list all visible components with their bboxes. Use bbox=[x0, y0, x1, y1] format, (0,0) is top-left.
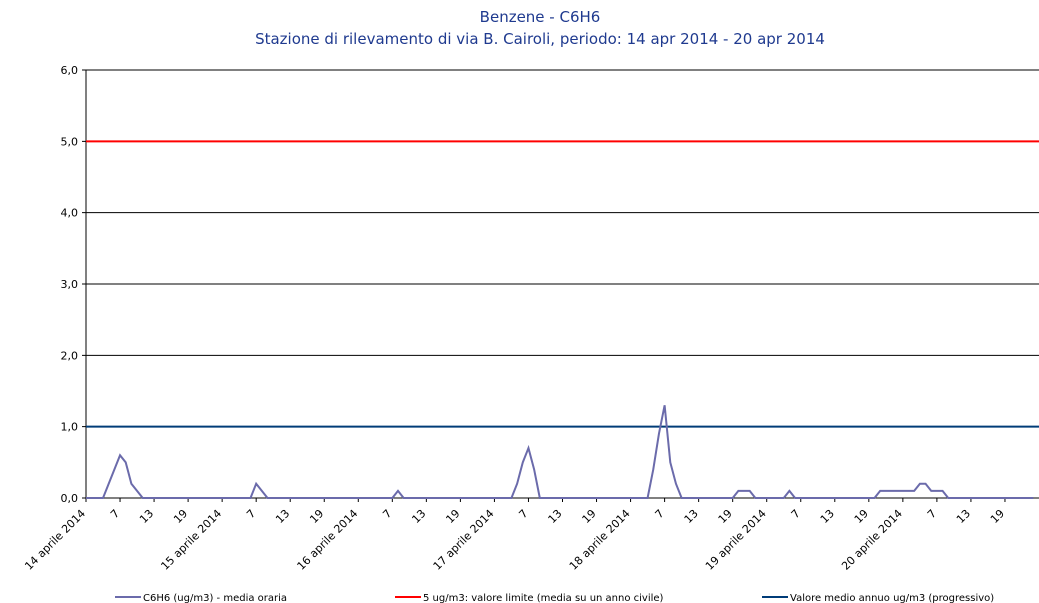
chart-subtitle: Stazione di rilevamento di via B. Cairol… bbox=[255, 30, 825, 48]
x-tick-label: 7 bbox=[925, 507, 939, 521]
x-tick-label: 18 aprile 2014 bbox=[567, 507, 633, 573]
x-tick-label: 20 aprile 2014 bbox=[839, 507, 905, 573]
x-tick-label: 13 bbox=[409, 507, 428, 526]
x-tick-label: 19 aprile 2014 bbox=[703, 507, 769, 573]
x-tick-label: 16 aprile 2014 bbox=[295, 507, 361, 573]
x-tick-label: 19 bbox=[988, 507, 1007, 526]
x-tick-label: 13 bbox=[682, 507, 701, 526]
data-line bbox=[86, 405, 1034, 499]
y-tick-label: 4,0 bbox=[61, 207, 79, 220]
x-tick-label: 19 bbox=[580, 507, 599, 526]
x-tick-label: 7 bbox=[653, 507, 667, 521]
x-tick-label: 13 bbox=[546, 507, 565, 526]
x-tick-label: 19 bbox=[171, 507, 190, 526]
x-tick-label: 19 bbox=[307, 507, 326, 526]
y-tick-label: 5,0 bbox=[61, 135, 79, 148]
legend-label: Valore medio annuo ug/m3 (progressivo) bbox=[790, 593, 994, 603]
x-tick-label: 15 aprile 2014 bbox=[158, 507, 224, 573]
y-tick-label: 3,0 bbox=[61, 278, 79, 291]
y-tick-label: 2,0 bbox=[61, 349, 79, 362]
x-tick-label: 7 bbox=[244, 507, 258, 521]
legend-label: 5 ug/m3: valore limite (media su un anno… bbox=[423, 593, 664, 603]
legend-label: C6H6 (ug/m3) - media oraria bbox=[143, 593, 287, 603]
y-tick-label: 6,0 bbox=[61, 64, 79, 77]
x-tick-label: 19 bbox=[716, 507, 735, 526]
x-tick-label: 17 aprile 2014 bbox=[431, 507, 497, 573]
y-tick-label: 1,0 bbox=[61, 421, 79, 434]
x-tick-label: 14 aprile 2014 bbox=[22, 507, 88, 573]
x-tick-label: 7 bbox=[789, 507, 803, 521]
x-tick-label: 13 bbox=[273, 507, 292, 526]
x-tick-label: 7 bbox=[380, 507, 394, 521]
x-tick-label: 13 bbox=[137, 507, 156, 526]
x-tick-label: 19 bbox=[443, 507, 462, 526]
y-tick-label: 0,0 bbox=[61, 492, 79, 505]
x-tick-label: 13 bbox=[818, 507, 837, 526]
x-tick-label: 7 bbox=[108, 507, 122, 521]
x-tick-label: 19 bbox=[852, 507, 871, 526]
x-tick-label: 13 bbox=[954, 507, 973, 526]
x-tick-label: 7 bbox=[516, 507, 530, 521]
chart-title: Benzene - C6H6 bbox=[480, 8, 601, 26]
